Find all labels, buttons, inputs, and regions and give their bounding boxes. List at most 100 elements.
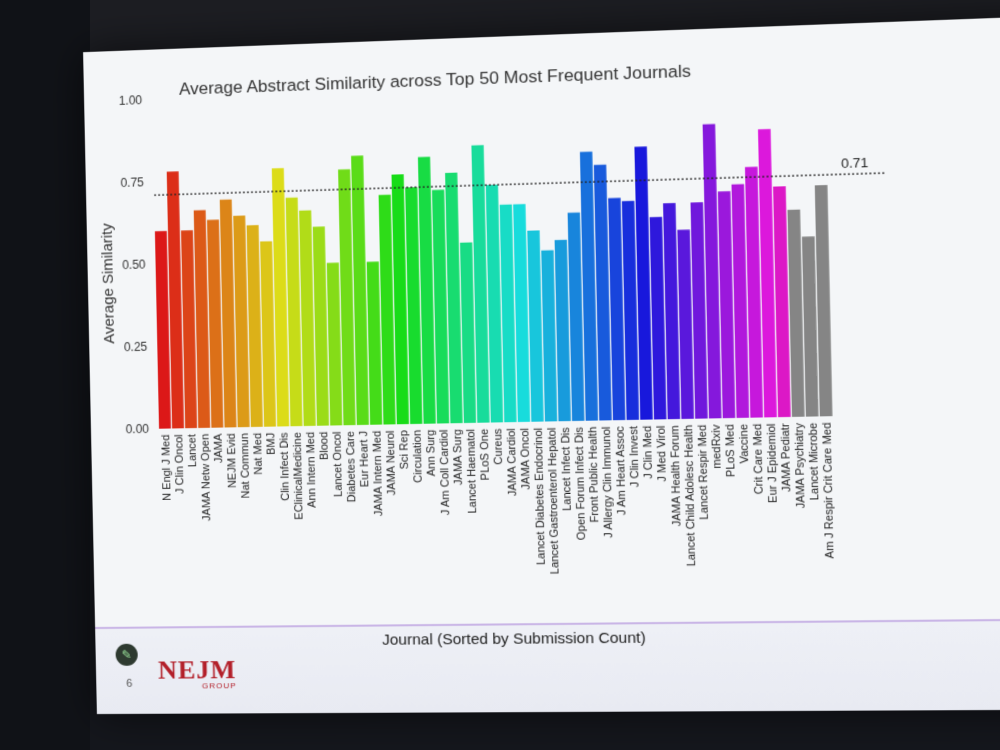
reference-line-label: 0.71 [841,155,869,171]
x-tick-label: J Clin Oncol [173,434,186,494]
bar-9 [271,168,290,427]
bar-30 [554,239,571,422]
x-tick-label: Lancet Child Adolesc Health [682,425,698,567]
bar-47 [787,209,805,417]
bar-28 [527,230,544,422]
bar-chart: Average Abstract Similarity across Top 5… [99,61,1000,574]
bar-2 [181,230,198,429]
bar-17 [378,194,396,425]
x-tick-label: Lancet Infect Dis [560,427,574,511]
y-tick-label: 1.00 [119,93,143,108]
x-tick-label: JAMA Health Forum [669,425,684,526]
x-tick-label: Lancet Microbe [807,423,822,501]
x-tick-label: Eur Heart J [358,431,372,488]
x-tick-label: J Clin Med [641,426,655,480]
x-tick-label: NEJM Evid [226,433,239,488]
bar-26 [499,204,517,423]
x-tick-label: Lancet Gastroenterol Hepatol [546,427,562,574]
chart-title: Average Abstract Similarity across Top 5… [179,61,691,99]
projected-slide: Average Abstract Similarity across Top 5… [83,16,1000,715]
bar-27 [513,204,531,423]
x-tick-label: Front Public Health [587,427,602,523]
x-tick-label: Ann Intern Med [305,432,319,508]
slide-page-number: 6 [126,677,133,690]
room-wall [0,0,90,750]
x-tick-label: Crit Care Med [751,424,765,495]
x-tick-label: Lancet Respir Med [696,425,711,520]
x-tick-label: Lancet Oncol [331,431,345,497]
bar-18 [391,174,409,425]
x-tick-label: JAMA Surg [451,429,465,485]
x-tick-label: JAMA Pediatr [779,423,793,492]
bar-39 [677,229,694,419]
bar-6 [233,215,250,428]
x-tick-label: JAMA Oncol [519,428,533,490]
bar-22 [445,172,463,424]
bar-16 [366,261,383,425]
x-tick-label: Eur J Epidemiol [765,423,780,503]
x-tick-label: Open Forum Infect Dis [573,426,588,540]
x-tick-label: J Clin Invest [628,426,642,488]
bar-29 [541,250,558,422]
x-tick-label: J Allergy Clin Immunol [600,426,615,538]
x-tick-label: PLoS One [478,429,492,481]
bar-25 [485,184,504,423]
bar-0 [154,230,171,429]
bar-48 [801,236,819,417]
bar-24 [471,145,490,423]
x-tick-label: JAMA Cardiol [505,428,519,496]
x-tick-label: Clin Infect Dis [278,432,292,501]
x-axis-label: Journal (Sorted by Submission Count) [381,629,646,649]
bar-21 [432,189,450,424]
bar-7 [246,225,263,428]
x-tick-label: Diabetes Care [345,431,359,502]
bar-13 [326,262,343,426]
bar-37 [649,216,667,420]
x-tick-label: medRxiv [710,424,724,469]
x-tick-label: Circulation [411,430,424,483]
bar-5 [219,199,237,428]
bar-1 [166,171,184,429]
x-tick-label: BMJ [265,433,278,455]
x-tick-label: Lancet Haematol [465,429,479,514]
bar-14 [338,169,356,426]
nejm-group-logo: NEJM GROUP [158,655,237,691]
x-tick-label: Lancet [186,434,199,467]
x-tick-label: JAMA Psychiatry [793,422,808,508]
logo-main-text: NEJM [157,654,237,685]
bar-3 [193,210,211,428]
bar-23 [460,242,477,424]
y-tick-label: 0.25 [124,340,148,355]
bar-10 [285,197,303,427]
x-tick-label: PLoS Med [724,424,738,477]
x-tick-label: JAMA [212,433,225,463]
y-tick-label: 0.75 [120,175,144,190]
x-tick-label: JAMA Intern Med [371,431,385,517]
x-tick-label: Lancet Diabetes Endocrinol [532,428,547,566]
x-tick-label: Am J Respir Crit Care Med [821,422,837,558]
bar-19 [405,187,423,425]
bar-15 [351,155,369,426]
y-axis-label: Average Similarity [99,222,119,344]
bar-12 [312,226,329,426]
x-tick-label: JAMA Neurol [384,430,398,495]
x-tick-label: Ann Surg [425,430,438,477]
bar-11 [299,210,316,427]
y-tick-label: 0.00 [125,422,149,436]
y-tick-label: 0.50 [122,257,146,272]
x-tick-label: N Engl J Med [160,435,173,501]
bar-4 [207,219,224,428]
x-tick-label: Cureus [492,428,505,465]
x-tick-label: J Am Coll Cardiol [438,429,452,515]
x-tick-label: J Med Virol [655,425,669,482]
x-tick-label: Blood [318,432,331,461]
x-tick-label: Vaccine [738,424,752,464]
x-tick-label: EClinicalMedicine [291,432,305,520]
bar-20 [417,156,436,424]
bar-8 [260,241,277,427]
x-tick-label: Sci Rep [398,430,411,469]
edit-pencil-icon[interactable]: ✎ [115,643,138,666]
x-tick-label: JAMA Netw Open [199,434,213,521]
x-tick-label: Nat Commun [239,433,253,498]
x-tick-label: J Am Heart Assoc [614,426,629,516]
